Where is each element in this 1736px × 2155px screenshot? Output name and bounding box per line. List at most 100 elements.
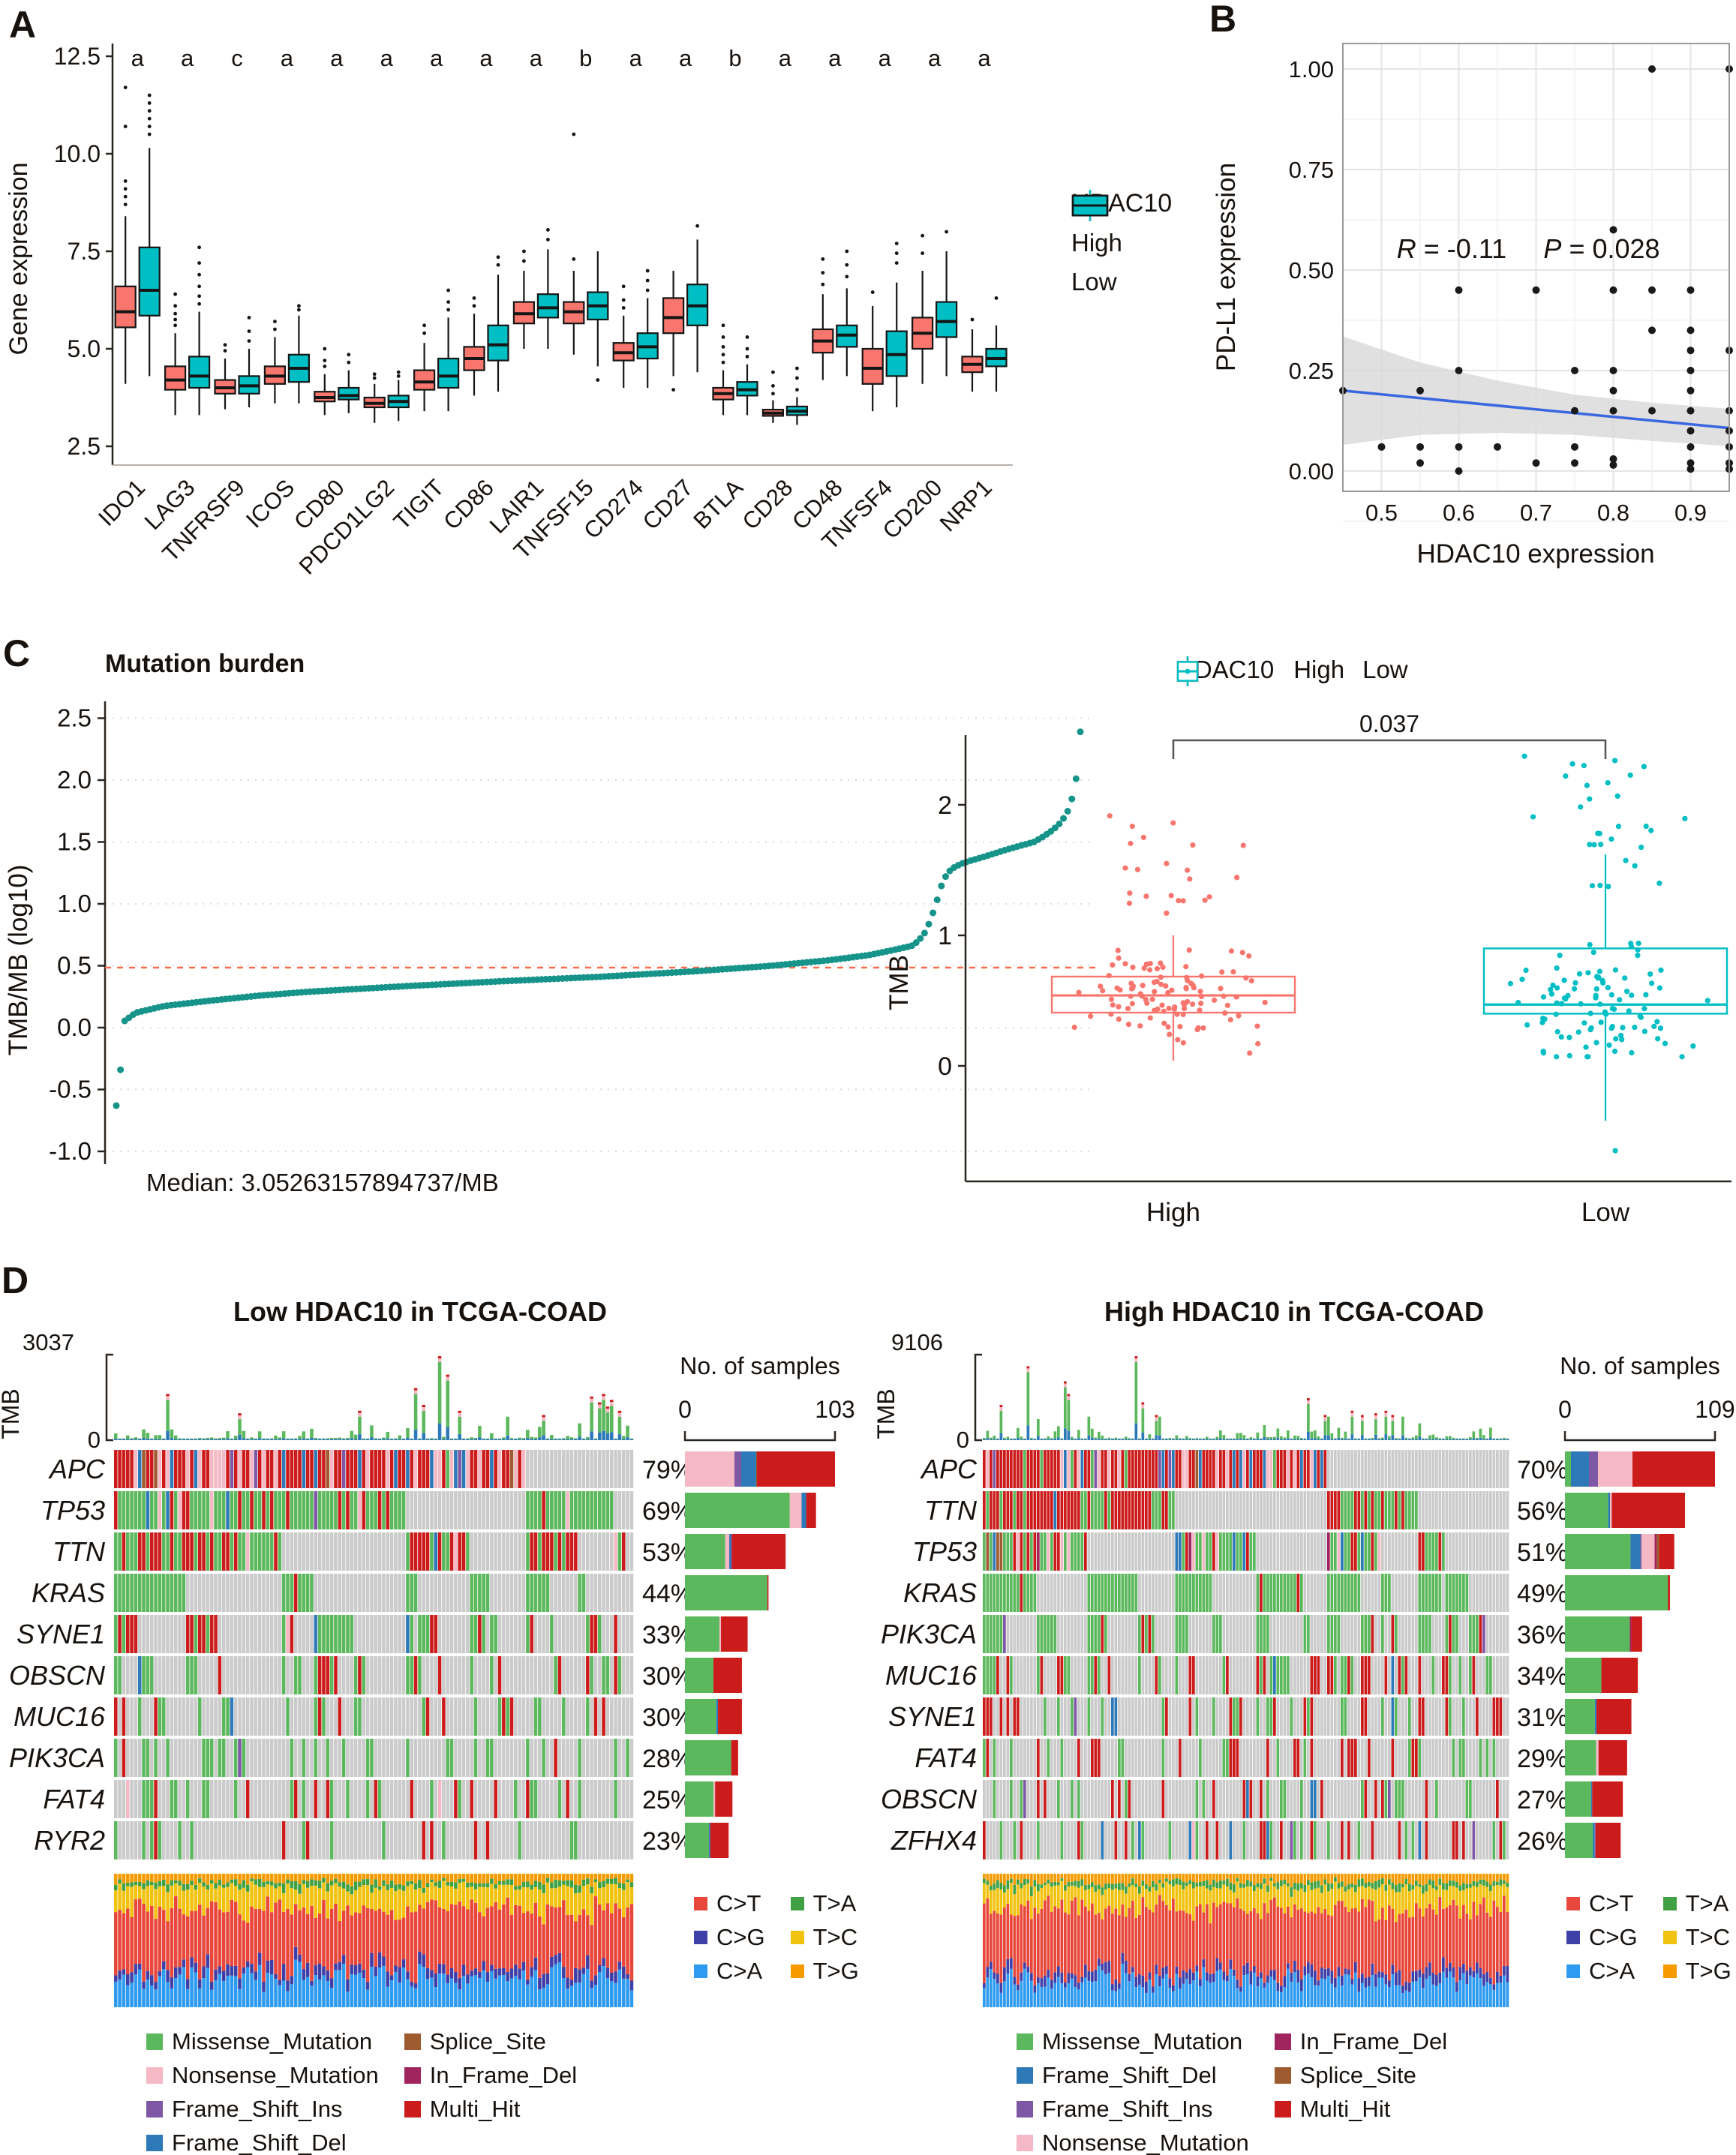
- a-box-high-LAG3: [164, 292, 187, 416]
- gene-label: APC: [920, 1454, 978, 1484]
- legend-item-frame-shift-del: Frame_Shift_Del: [1017, 2062, 1249, 2089]
- legend-swatch-icon: [404, 2033, 421, 2050]
- legend-item-missense-mutation: Missense_Mutation: [1017, 2028, 1249, 2055]
- a-signif-letter: a: [978, 45, 991, 71]
- oncoplot-d_low: 3037 0 TMB No. of samples 0 103 APC 79% TP53 69% T…: [0, 1329, 855, 2007]
- a-ytick: 7.5: [68, 238, 101, 265]
- a-box-high-CD86: [463, 296, 485, 396]
- a-box-low-CD200: [935, 230, 958, 377]
- cbox-ytick: 1: [938, 922, 952, 950]
- a-signif-letter: b: [579, 45, 592, 71]
- a-box-low-TNFRSF9: [238, 316, 260, 407]
- gene-pct: 30%: [642, 1703, 693, 1732]
- a-signif-letter: b: [728, 45, 741, 71]
- legend-label: Frame_Shift_Ins: [1042, 2096, 1213, 2122]
- gene-pct: 27%: [1517, 1786, 1568, 1814]
- panel-d-label: D: [2, 1259, 29, 1301]
- legend-item-t-g: T>G: [1662, 1958, 1731, 1985]
- a-box-low-CD86: [487, 255, 509, 392]
- gene-label: MUC16: [14, 1701, 106, 1732]
- legend-swatch-icon: [1274, 2033, 1291, 2050]
- legend-swatch-icon: [1017, 2101, 1033, 2117]
- legend-label: C>T: [1589, 1890, 1634, 1916]
- oncoplot-d_high: 9106 0 TMB No. of samples 0 109 APC 70% TTN 56% TP…: [873, 1329, 1735, 2007]
- legend-swatch-icon: [790, 1964, 804, 1978]
- mutation-type-legend-high: Missense_Mutation Frame_Shift_Del Frame_Sh…: [1017, 2028, 1447, 2155]
- a-gene-label: NRP1: [935, 474, 997, 536]
- gene-pct: 51%: [1517, 1538, 1568, 1567]
- legend-swatch-icon: [1566, 1964, 1580, 1978]
- a-box-low-ICOS: [287, 304, 310, 404]
- cbox-pvalue: 0.037: [1359, 710, 1419, 737]
- mutation-type-legend-low: Missense_Mutation Nonsense_Mutation Frame_…: [146, 2028, 577, 2155]
- legend-swatch-icon: [146, 2135, 163, 2151]
- a-box-low-BTLA: [736, 335, 758, 416]
- legend-swatch-icon: [404, 2067, 421, 2084]
- a-signif-letter: a: [479, 45, 493, 71]
- a-box-low-CD80: [338, 353, 360, 413]
- legend-swatch-icon: [404, 2101, 421, 2117]
- a-gene-label: ICOS: [241, 474, 299, 533]
- legend-swatch-icon: [146, 2101, 163, 2117]
- legend-label: C>G: [716, 1924, 765, 1950]
- a-box-low-TNFSF4: [885, 242, 908, 407]
- legend-item-c-g: C>G: [694, 1924, 765, 1951]
- a-box-high-CD27: [662, 271, 685, 392]
- legend-swatch-icon: [790, 1931, 804, 1944]
- a-signif-letter: a: [131, 45, 145, 71]
- legend-swatch-icon: [1017, 2135, 1033, 2151]
- legend-swatch-icon: [1274, 2101, 1291, 2117]
- gene-pct: 26%: [1517, 1827, 1568, 1856]
- legend-label: Splice_Site: [1299, 2062, 1416, 2088]
- oncoplot-high-title: High HDAC10 in TCGA-COAD: [1104, 1296, 1484, 1327]
- legend-label: Multi_Hit: [429, 2096, 521, 2122]
- median-text: Median: 3.05263157894737/MB: [146, 1169, 499, 1196]
- gene-pct: 36%: [1517, 1621, 1568, 1649]
- a-signif-letter: a: [779, 45, 792, 71]
- legend-label: Nonsense_Mutation: [1042, 2129, 1249, 2155]
- titv-legend-high: C>T C>G C>A T>A T>C T>G: [1566, 1890, 1731, 1985]
- legend-item-nonsense-mutation: Nonsense_Mutation: [1017, 2129, 1249, 2155]
- gene-pct: 29%: [1517, 1745, 1568, 1773]
- a-box-low-IDO1: [138, 93, 161, 377]
- a-box-high-TNFSF4: [861, 290, 884, 412]
- b-ylabel: PD-L1 expression: [1212, 163, 1241, 371]
- b-xtick: 0.5: [1365, 500, 1398, 526]
- samples-scale-max: 103: [815, 1396, 854, 1423]
- tmb-axis-label: TMB: [873, 1388, 900, 1439]
- cbox-xtick: Low: [1581, 1198, 1630, 1227]
- legend-swatch-icon: [146, 2067, 163, 2084]
- legend-label: Frame_Shift_Del: [172, 2129, 347, 2155]
- a-box-low-CD27: [686, 224, 709, 373]
- a-box-low-TNFSF15: [587, 251, 609, 382]
- legend-item-c-a: C>A: [1566, 1958, 1638, 1985]
- legend-label: T>C: [812, 1924, 858, 1950]
- a-signif-letter: a: [679, 45, 692, 71]
- panel-c-tmb-boxplot-chart: 0 1 2 TMB 0.037 High Low: [885, 710, 1731, 1227]
- legend-label: Missense_Mutation: [172, 2028, 373, 2054]
- legend-label: T>C: [1685, 1924, 1731, 1950]
- tmb-axis-label: TMB: [0, 1388, 24, 1439]
- tmb-zero-label: 0: [957, 1427, 969, 1453]
- legend-label: Low: [1071, 268, 1117, 296]
- a-gene-label: IDO1: [93, 474, 150, 531]
- gene-pct: 70%: [1517, 1456, 1568, 1484]
- legend-label: Multi_Hit: [1299, 2096, 1391, 2122]
- gene-pct: 23%: [642, 1827, 693, 1856]
- gene-label: MUC16: [885, 1660, 978, 1691]
- tmb-max-label: 3037: [23, 1329, 74, 1355]
- a-box-low-CD48: [836, 249, 858, 377]
- cbox-ytick: 0: [938, 1052, 952, 1081]
- b-ytick: 1.00: [1289, 56, 1334, 83]
- c-ytick: 0.0: [57, 1013, 92, 1041]
- cbox-group-high: [1050, 813, 1296, 1061]
- gene-label: FAT4: [915, 1742, 977, 1773]
- legend-swatch-icon: [694, 1931, 707, 1944]
- c-ytick: 0.5: [57, 952, 92, 980]
- legend-item-c-a: C>A: [694, 1958, 765, 1985]
- tmb-max-label: 9106: [891, 1329, 943, 1355]
- legend-item-t-c: T>C: [1662, 1924, 1731, 1951]
- legend-label: C>G: [1589, 1924, 1638, 1950]
- legend-item-c-t: C>T: [694, 1890, 765, 1917]
